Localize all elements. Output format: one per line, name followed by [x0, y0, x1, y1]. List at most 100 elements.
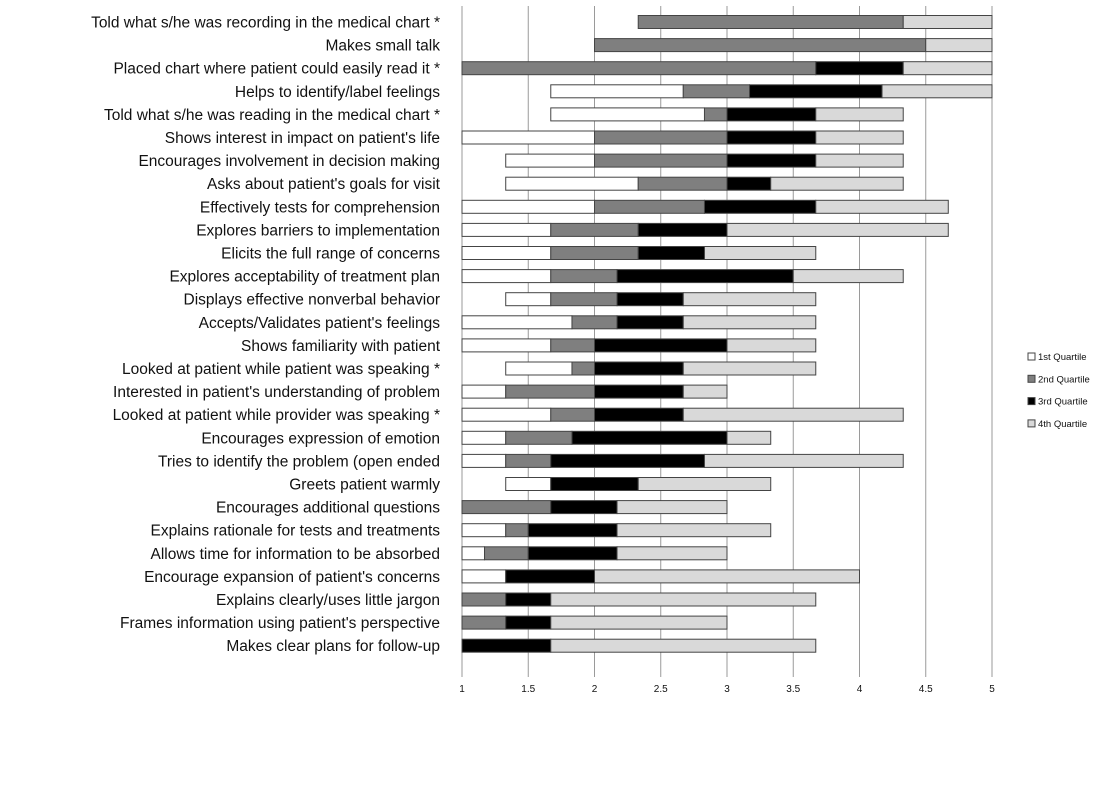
bar-segment-q2 [594, 38, 927, 53]
bars [461, 15, 993, 653]
category-label: Greets patient warmly [289, 477, 440, 494]
bar-segment-q1 [505, 361, 573, 376]
category-label: Allows time for information to be absorb… [151, 546, 440, 563]
bar-segment-q4 [815, 107, 904, 122]
bar-segment-q3 [726, 153, 817, 168]
bar-segment-q4 [682, 384, 728, 399]
category-label: Frames information using patient's persp… [120, 615, 440, 632]
bar-segment-q2 [594, 153, 728, 168]
category-label: Shows interest in impact on patient's li… [165, 130, 440, 147]
category-label: Helps to identify/label feelings [235, 84, 440, 101]
bar-segment-q2 [682, 84, 751, 99]
category-label: Looked at patient while patient was spea… [122, 361, 440, 378]
category-label: Makes clear plans for follow-up [226, 638, 440, 655]
bar-segment-q1 [461, 569, 507, 584]
bar-segment-q4 [902, 15, 993, 29]
bar-segment-q3 [505, 592, 552, 607]
bar-segment-q1 [550, 107, 705, 122]
category-label: Tries to identify the problem (open ende… [158, 453, 440, 470]
x-tick-label: 1.5 [521, 684, 535, 695]
category-label: Explains clearly/uses little jargon [216, 592, 440, 609]
bar-segment-q2 [505, 453, 552, 468]
bar-segment-q2 [461, 615, 507, 630]
category-label: Asks about patient's goals for visit [207, 176, 441, 193]
bar-segment-q4 [703, 246, 817, 260]
category-label: Told what s/he was reading in the medica… [104, 107, 440, 124]
legend-label: 1st Quartile [1038, 352, 1087, 363]
category-labels: Told what s/he was recording in the medi… [91, 15, 441, 656]
bar-segment-q2 [594, 199, 705, 214]
bar-segment-q3 [594, 338, 728, 353]
category-label: Encourages involvement in decision makin… [138, 153, 440, 170]
bar-segment-q4 [550, 615, 728, 630]
bar-segment-q4 [770, 176, 904, 191]
bar-segment-q3 [726, 107, 817, 122]
category-label: Looked at patient while provider was spe… [113, 407, 440, 424]
bar-segment-q3 [616, 315, 684, 330]
bar-segment-q4 [550, 638, 817, 653]
x-tick-label: 2 [592, 684, 598, 695]
bar-segment-q4 [815, 199, 949, 214]
bar-segment-q1 [461, 453, 507, 468]
bar-segment-q3 [726, 130, 817, 145]
bar-segment-q3 [637, 222, 728, 237]
x-tick-label: 4 [857, 684, 863, 695]
bar-segment-q4 [726, 338, 817, 353]
bar-segment-q2 [550, 246, 639, 260]
bar-segment-q3 [527, 546, 618, 561]
bar-segment-q2 [461, 61, 817, 76]
bar-segment-q4 [682, 361, 817, 376]
bar-segment-q3 [726, 176, 772, 191]
bar-segment-q3 [703, 199, 817, 214]
bar-segment-q3 [616, 292, 684, 307]
legend-swatch [1027, 352, 1036, 361]
bar-segment-q4 [682, 292, 817, 307]
bar-segment-q2 [461, 500, 552, 515]
bar-segment-q3 [594, 407, 684, 422]
legend-label: 3rd Quartile [1038, 397, 1088, 408]
bar-segment-q2 [505, 430, 573, 445]
bar-segment-q1 [461, 246, 552, 260]
bar-segment-q4 [815, 130, 904, 145]
bar-segment-q3 [461, 638, 552, 653]
bar-segment-q2 [637, 176, 728, 191]
bar-segment-q4 [637, 477, 772, 491]
x-tick-label: 3 [724, 684, 730, 695]
bar-segment-q3 [550, 500, 618, 515]
bar-segment-q4 [550, 592, 817, 607]
bar-segment-q1 [461, 222, 552, 237]
bar-segment-q1 [505, 176, 639, 191]
bar-segment-q2 [484, 546, 529, 561]
bar-segment-q1 [461, 315, 573, 330]
bar-segment-q4 [726, 430, 772, 445]
x-tick-label: 3.5 [786, 684, 800, 695]
bar-segment-q2 [571, 361, 595, 376]
bar-segment-q3 [616, 269, 794, 284]
x-axis-ticks: 1 1.5 2 2.5 3 3.5 4 4.5 5 [459, 684, 995, 695]
x-tick-label: 2.5 [654, 684, 668, 695]
legend: 1st Quartile 2nd Quartile 3rd Quartile 4th … [1027, 352, 1090, 430]
legend-label: 2nd Quartile [1038, 374, 1090, 385]
bar-segment-q4 [925, 38, 993, 53]
bar-segment-q1 [461, 199, 595, 214]
bar-segment-q2 [703, 107, 728, 122]
bar-segment-q3 [527, 523, 618, 538]
bar-segment-q1 [550, 84, 684, 99]
bar-segment-q4 [703, 453, 904, 468]
category-label: Explains rationale for tests and treatme… [151, 523, 441, 540]
bar-segment-q4 [594, 569, 860, 584]
bar-segment-q1 [461, 546, 486, 561]
bar-segment-q1 [461, 407, 552, 422]
bar-segment-q1 [461, 338, 552, 353]
bar-segment-q3 [637, 246, 705, 260]
bar-segment-q4 [682, 315, 817, 330]
category-label: Explores barriers to implementation [196, 222, 440, 239]
bar-segment-q4 [815, 153, 904, 168]
bar-segment-q4 [881, 84, 993, 99]
bar-segment-q3 [594, 384, 684, 399]
bar-segment-q2 [594, 130, 728, 145]
bar-segment-q2 [550, 222, 639, 237]
bar-segment-q1 [505, 153, 596, 168]
bar-segment-q2 [550, 269, 618, 284]
